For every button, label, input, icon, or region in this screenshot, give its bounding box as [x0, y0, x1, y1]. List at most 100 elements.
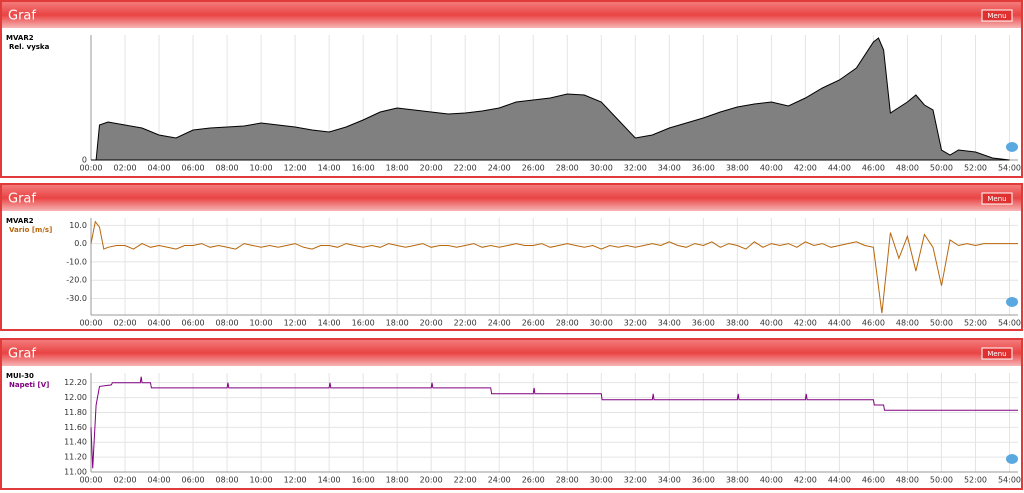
x-tick-label: 54:00 [998, 319, 1021, 328]
y-tick-label: 11.20 [64, 453, 87, 462]
x-tick-label: 50:00 [930, 164, 953, 173]
panel-header [2, 185, 1021, 211]
y-tick-label: 0 [82, 156, 87, 165]
x-tick-label: 44:00 [828, 164, 851, 173]
x-tick-label: 26:00 [522, 476, 545, 485]
x-tick-label: 44:00 [828, 476, 851, 485]
x-tick-label: 04:00 [148, 319, 171, 328]
chat-icon[interactable] [1006, 297, 1018, 307]
menu-button[interactable] [981, 9, 1013, 22]
x-tick-label: 42:00 [794, 476, 817, 485]
y-tick-label: 12.00 [64, 393, 87, 402]
y-tick-label: -20.0 [66, 276, 87, 285]
area [91, 37, 1010, 161]
x-tick-label: 10:00 [250, 164, 273, 173]
menu-button[interactable] [981, 192, 1013, 205]
x-tick-label: 30:00 [590, 319, 613, 328]
chart-title: MVAR2 [6, 34, 34, 42]
x-tick-label: 16:00 [352, 319, 375, 328]
x-tick-label: 44:00 [828, 319, 851, 328]
x-tick-label: 30:00 [590, 476, 613, 485]
x-tick-label: 12:00 [284, 164, 307, 173]
y-tick-label: -30.0 [66, 294, 87, 303]
x-tick-label: 12:00 [284, 476, 307, 485]
legend-label: Vario [m/s] [9, 226, 52, 234]
x-tick-label: 06:00 [182, 164, 205, 173]
x-tick-label: 28:00 [556, 164, 579, 173]
x-tick-label: 02:00 [113, 476, 136, 485]
menu-label[interactable]: Menu [987, 12, 1006, 20]
x-tick-label: 20:00 [420, 476, 443, 485]
line [90, 220, 1018, 314]
y-tick-label: 10.0 [69, 221, 87, 230]
x-tick-label: 30:00 [590, 164, 613, 173]
menu-label[interactable]: Menu [987, 195, 1006, 203]
x-tick-label: 22:00 [454, 164, 477, 173]
menu-button[interactable] [981, 347, 1013, 360]
panel-title: Graf [8, 192, 36, 207]
legend-label: Rel. vyska [9, 43, 50, 51]
x-tick-label: 02:00 [113, 164, 136, 173]
x-tick-label: 54:00 [998, 476, 1021, 485]
panel-header [2, 2, 1021, 28]
x-tick-label: 16:00 [352, 164, 375, 173]
x-tick-label: 40:00 [760, 164, 783, 173]
x-tick-label: 00:00 [79, 476, 102, 485]
x-tick-label: 36:00 [692, 319, 715, 328]
x-tick-label: 32:00 [624, 476, 647, 485]
x-tick-label: 20:00 [420, 164, 443, 173]
x-tick-label: 12:00 [284, 319, 307, 328]
x-tick-label: 26:00 [522, 319, 545, 328]
y-tick-label: 0.0 [74, 239, 87, 248]
x-tick-label: 46:00 [862, 164, 885, 173]
x-tick-label: 26:00 [522, 164, 545, 173]
x-tick-label: 32:00 [624, 319, 647, 328]
menu-label[interactable]: Menu [987, 350, 1006, 358]
x-tick-label: 00:00 [79, 319, 102, 328]
x-tick-label: 42:00 [794, 319, 817, 328]
chat-icon[interactable] [1006, 454, 1018, 464]
x-tick-label: 48:00 [896, 319, 919, 328]
x-tick-label: 38:00 [726, 164, 749, 173]
x-tick-label: 34:00 [658, 164, 681, 173]
x-tick-label: 46:00 [862, 476, 885, 485]
y-tick-label: 12.20 [64, 378, 87, 387]
x-tick-label: 32:00 [624, 164, 647, 173]
x-tick-label: 16:00 [352, 476, 375, 485]
y-tick-label: 11.60 [64, 423, 87, 432]
x-tick-label: 04:00 [148, 476, 171, 485]
x-tick-label: 14:00 [318, 164, 341, 173]
x-tick-label: 36:00 [692, 476, 715, 485]
x-tick-label: 10:00 [250, 476, 273, 485]
x-tick-label: 10:00 [250, 319, 273, 328]
x-tick-label: 52:00 [964, 476, 987, 485]
y-tick-label: 11.00 [64, 468, 87, 477]
x-tick-label: 18:00 [386, 164, 409, 173]
y-tick-label: -10.0 [66, 257, 87, 266]
x-tick-label: 08:00 [216, 319, 239, 328]
x-tick-label: 40:00 [760, 476, 783, 485]
x-tick-label: 14:00 [318, 476, 341, 485]
x-tick-label: 06:00 [182, 319, 205, 328]
x-tick-label: 06:00 [182, 476, 205, 485]
chart-title: MUI-30 [6, 372, 34, 380]
x-tick-label: 40:00 [760, 319, 783, 328]
x-tick-label: 36:00 [692, 164, 715, 173]
x-tick-label: 18:00 [386, 476, 409, 485]
x-tick-label: 54:00 [998, 164, 1021, 173]
x-tick-label: 28:00 [556, 319, 579, 328]
x-tick-label: 38:00 [726, 476, 749, 485]
x-tick-label: 46:00 [862, 319, 885, 328]
x-tick-label: 08:00 [216, 476, 239, 485]
y-tick-label: 11.80 [64, 408, 87, 417]
x-tick-label: 48:00 [896, 164, 919, 173]
legend-label: Napeti [V] [9, 381, 49, 389]
x-tick-label: 50:00 [930, 319, 953, 328]
x-tick-label: 52:00 [964, 319, 987, 328]
x-tick-label: 42:00 [794, 164, 817, 173]
chat-icon[interactable] [1006, 142, 1018, 152]
x-tick-label: 48:00 [896, 476, 919, 485]
line [90, 376, 1018, 469]
x-tick-label: 52:00 [964, 164, 987, 173]
